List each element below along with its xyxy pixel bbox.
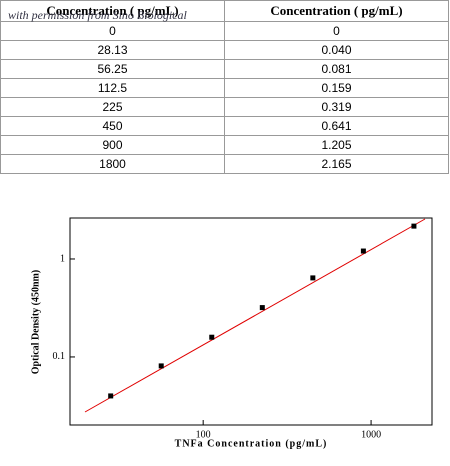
table-row: 112.5 0.159	[0, 78, 449, 98]
point	[108, 393, 114, 399]
fit-line	[84, 218, 426, 413]
point	[310, 275, 316, 281]
table-row: 450 0.641	[0, 116, 449, 136]
table-row: 1800 2.165	[0, 154, 449, 174]
table-cell: 112.5	[0, 78, 225, 98]
x-axis-label: TNFa Concentration (pg/mL)	[175, 438, 328, 449]
y-axis-label: Optical Density (450nm)	[30, 270, 41, 374]
data-table: Concentration ( pg/mL) Concentration ( p…	[0, 0, 449, 174]
point	[158, 363, 164, 369]
point	[259, 305, 265, 311]
point	[411, 223, 417, 229]
plot-frame	[69, 217, 433, 426]
x-tick-label: 100	[196, 429, 211, 440]
watermark: with permission from Sino Biological	[8, 8, 187, 22]
point	[360, 248, 366, 254]
y-tick-label: 1	[60, 253, 65, 264]
y-tick-label: 0.1	[53, 351, 66, 362]
table-cell: 2.165	[224, 154, 449, 174]
point	[209, 334, 215, 340]
x-tick-label: 1000	[361, 429, 381, 440]
